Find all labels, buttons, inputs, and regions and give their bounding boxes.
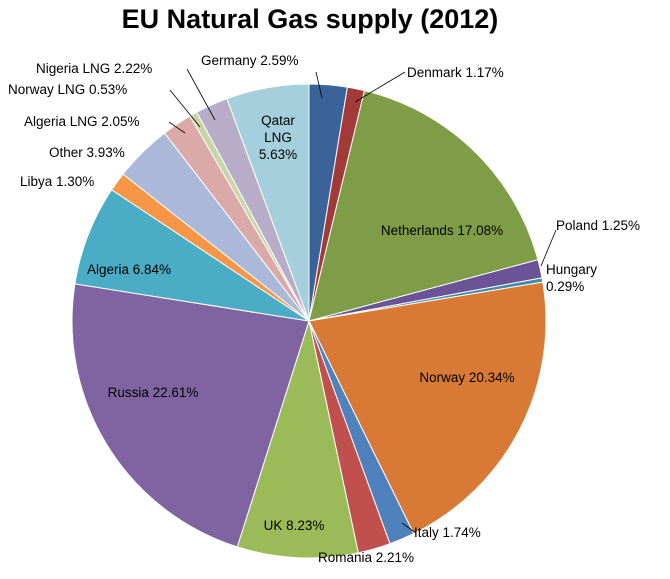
data-label-russia: Russia 22.61% [108, 385, 199, 400]
leader-line-algeria-lng [168, 121, 186, 134]
data-label-italy: Italy 1.74% [414, 525, 481, 540]
leader-line-nigeria-lng [186, 68, 216, 121]
data-label-romania: Romania 2.21% [318, 550, 414, 565]
leader-line-italy [401, 522, 417, 534]
data-label-qatar-lng: Qatar LNG 5.63% [259, 113, 297, 162]
data-label-algeria-lng: Algeria LNG 2.05% [24, 114, 140, 129]
leader-line-poland [540, 229, 557, 267]
data-label-norway: Norway 20.34% [419, 370, 514, 385]
pie-slice-qatar-lng [226, 83, 310, 322]
data-label-uk: UK 8.23% [264, 518, 325, 533]
data-label-netherlands: Netherlands 17.08% [381, 223, 503, 238]
data-label-other: Other 3.93% [49, 145, 125, 160]
leader-line-denmark [354, 71, 406, 103]
leader-line-germany [315, 71, 323, 99]
data-label-algeria: Algeria 6.84% [87, 262, 171, 277]
data-label-libya: Libya 1.30% [20, 174, 94, 189]
pie-slice-norway [308, 281, 547, 535]
data-label-norway-lng: Norway LNG 0.53% [8, 82, 127, 97]
pie-slice-uk [236, 319, 359, 559]
data-label-hungary: Hungary 0.29% [546, 262, 597, 294]
data-label-poland: Poland 1.25% [556, 218, 640, 233]
pie-slice-netherlands [308, 89, 539, 322]
pie-slice-russia [71, 283, 310, 548]
data-label-nigeria-lng: Nigeria LNG 2.22% [36, 61, 152, 76]
data-label-denmark: Denmark 1.17% [407, 65, 504, 80]
data-label-germany: Germany 2.59% [201, 53, 299, 68]
leader-line-norway-lng [169, 89, 201, 128]
chart-title: EU Natural Gas supply (2012) [121, 4, 499, 34]
